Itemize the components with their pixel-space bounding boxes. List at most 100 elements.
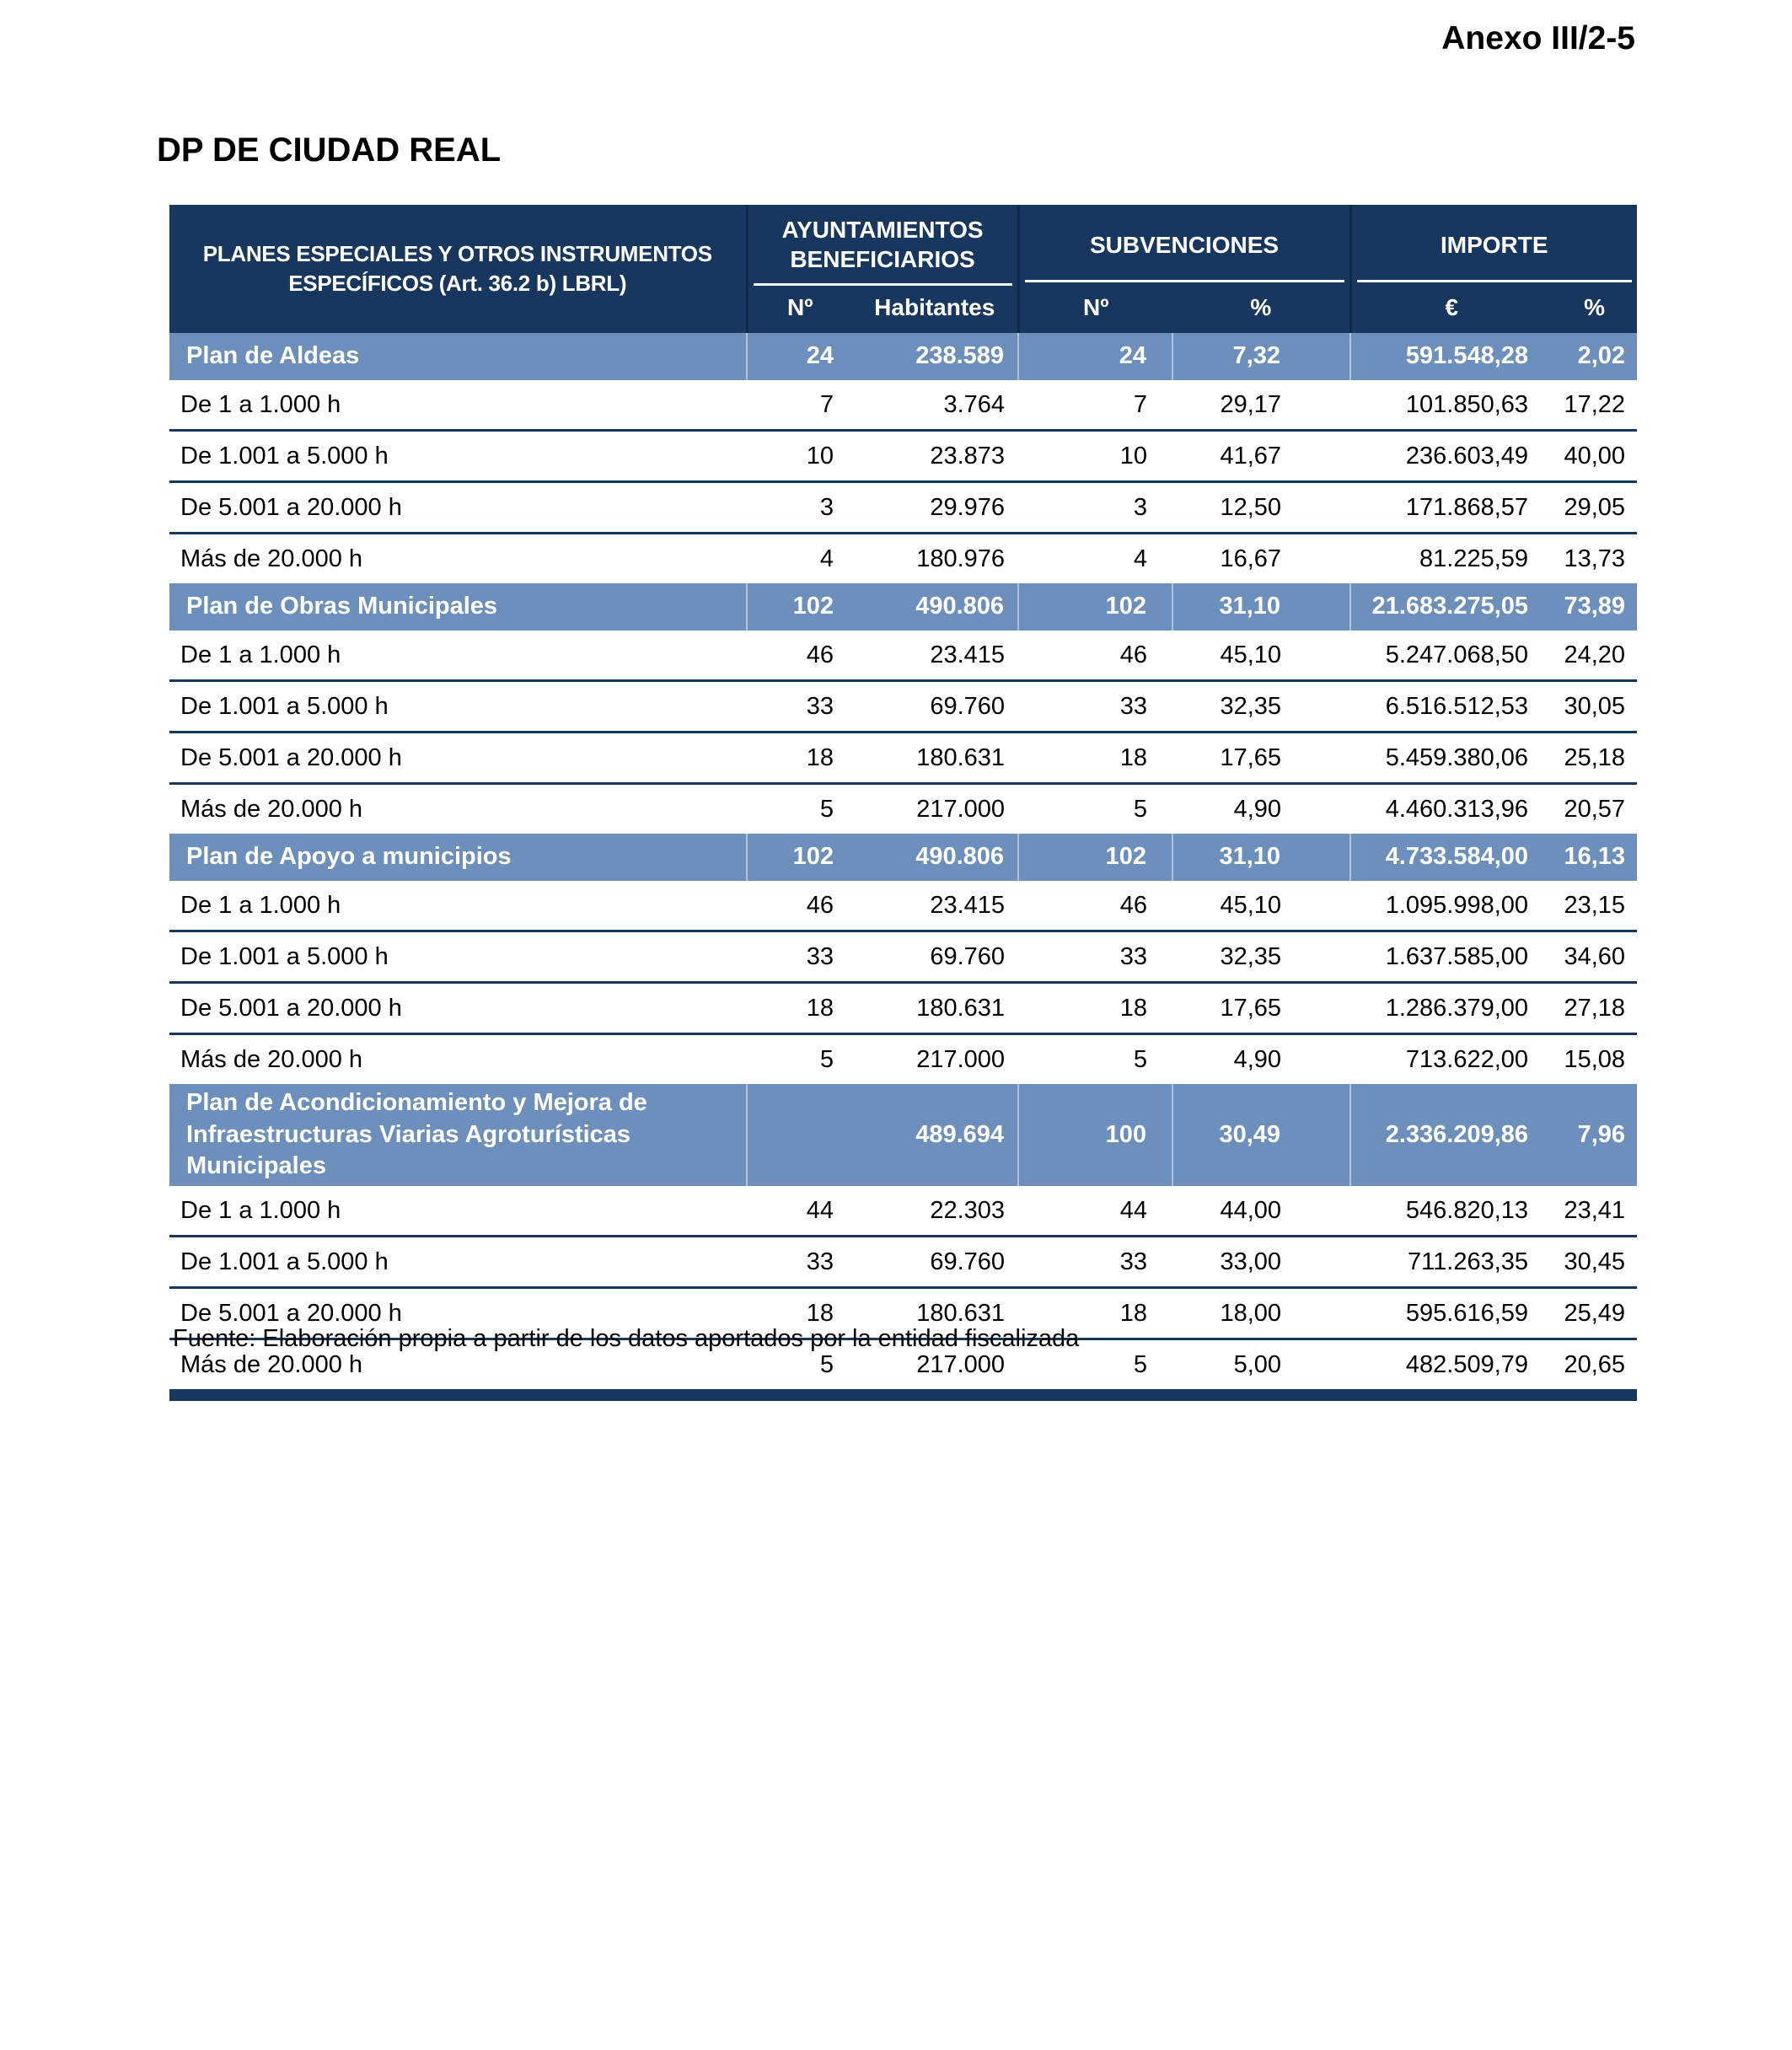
cell-num-ayuntamientos: 102 xyxy=(746,834,852,881)
page-title: DP DE CIUDAD REAL xyxy=(157,131,502,169)
row-label: Más de 20.000 h xyxy=(169,1033,747,1084)
cell-habitantes: 69.760 xyxy=(852,930,1019,983)
row-label: De 5.001 a 20.000 h xyxy=(169,480,747,534)
row-label: De 1 a 1.000 h xyxy=(169,631,747,681)
cell-importe-eur: 5.247.068,50 xyxy=(1350,631,1553,681)
cell-num-subvenciones: 44 xyxy=(1018,1186,1173,1237)
cell-num-subvenciones: 5 xyxy=(1018,1338,1173,1402)
row-label: De 1.001 a 5.000 h xyxy=(169,429,747,482)
cell-num-ayuntamientos: 7 xyxy=(747,380,852,431)
cell-importe-eur: 5.459.380,06 xyxy=(1350,731,1553,784)
cell-pct-importe: 20,57 xyxy=(1552,782,1638,834)
table-row: De 1.001 a 5.000 h 33 69.760 33 32,35 6.516.5… xyxy=(169,679,1638,733)
cell-habitantes: 217.000 xyxy=(852,782,1019,834)
cell-pct-subvenciones: 45,10 xyxy=(1172,631,1351,681)
cell-importe-eur: 2.336.209,86 xyxy=(1349,1084,1553,1187)
column-header-euro-importe: € xyxy=(1349,286,1553,333)
cell-num-subvenciones: 24 xyxy=(1017,333,1173,380)
cell-importe-eur: 595.616,59 xyxy=(1350,1286,1553,1339)
cell-habitantes: 23.873 xyxy=(852,429,1019,482)
cell-num-subvenciones: 33 xyxy=(1018,930,1173,983)
cell-pct-subvenciones: 31,10 xyxy=(1172,834,1351,881)
cell-pct-importe: 34,60 xyxy=(1552,930,1638,983)
cell-num-ayuntamientos: 5 xyxy=(747,1338,852,1402)
row-label: De 1.001 a 5.000 h xyxy=(169,679,747,733)
table-row: De 5.001 a 20.000 h 18 180.631 18 17,65 1.286… xyxy=(169,981,1638,1034)
group-header-subvenciones: SUBVENCIONES xyxy=(1017,205,1351,286)
column-header-num-ayuntamientos: Nº xyxy=(745,286,852,333)
cell-num-ayuntamientos: 33 xyxy=(747,930,852,983)
cell-num-subvenciones: 33 xyxy=(1018,679,1173,733)
cell-pct-subvenciones: 31,10 xyxy=(1172,583,1351,631)
cell-importe-eur: 1.286.379,00 xyxy=(1350,981,1553,1034)
cell-habitantes: 23.415 xyxy=(852,631,1019,681)
table-row: De 5.001 a 20.000 h 18 180.631 18 17,65 5.459… xyxy=(169,731,1638,784)
cell-pct-importe: 23,41 xyxy=(1552,1186,1638,1237)
cell-habitantes: 180.976 xyxy=(852,532,1019,583)
cell-importe-eur: 171.868,57 xyxy=(1350,480,1553,534)
cell-num-subvenciones: 102 xyxy=(1017,834,1173,881)
cell-num-ayuntamientos: 33 xyxy=(747,1235,852,1288)
cell-pct-importe: 23,15 xyxy=(1552,881,1638,931)
cell-importe-eur: 1.637.585,00 xyxy=(1350,930,1553,983)
cell-num-ayuntamientos: 5 xyxy=(747,1033,852,1084)
cell-importe-eur: 1.095.998,00 xyxy=(1350,881,1553,931)
cell-num-ayuntamientos: 10 xyxy=(747,429,852,482)
cell-num-ayuntamientos: 3 xyxy=(747,480,852,534)
row-label: Más de 20.000 h xyxy=(169,1338,747,1402)
cell-pct-importe: 16,13 xyxy=(1552,834,1638,881)
cell-pct-subvenciones: 33,00 xyxy=(1172,1235,1351,1288)
column-header-pct-subvenciones: % xyxy=(1172,286,1351,333)
cell-num-subvenciones: 46 xyxy=(1018,631,1173,681)
cell-pct-subvenciones: 12,50 xyxy=(1172,480,1351,534)
cell-pct-subvenciones: 30,49 xyxy=(1172,1084,1351,1187)
row-label: Plan de Obras Municipales xyxy=(169,583,747,631)
cell-pct-importe: 25,49 xyxy=(1552,1286,1638,1339)
cell-importe-eur: 4.733.584,00 xyxy=(1349,834,1553,881)
cell-habitantes: 217.000 xyxy=(852,1033,1019,1084)
cell-num-ayuntamientos: 18 xyxy=(747,731,852,784)
cell-pct-subvenciones: 29,17 xyxy=(1172,380,1351,431)
cell-pct-importe: 24,20 xyxy=(1552,631,1638,681)
cell-habitantes: 490.806 xyxy=(852,583,1019,631)
cell-num-subvenciones: 46 xyxy=(1018,881,1173,931)
cell-habitantes: 217.000 xyxy=(852,1338,1019,1402)
cell-importe-eur: 4.460.313,96 xyxy=(1350,782,1553,834)
cell-pct-subvenciones: 45,10 xyxy=(1172,881,1351,931)
section-row: Plan de Apoyo a municipios 102 490.806 102 3… xyxy=(169,834,1638,881)
cell-importe-eur: 591.548,28 xyxy=(1349,333,1553,380)
cell-pct-importe: 20,65 xyxy=(1552,1338,1638,1402)
cell-pct-importe: 73,89 xyxy=(1552,583,1638,631)
cell-habitantes: 29.976 xyxy=(852,480,1019,534)
cell-importe-eur: 101.850,63 xyxy=(1350,380,1553,431)
cell-num-ayuntamientos: 102 xyxy=(746,583,852,631)
cell-pct-importe: 7,96 xyxy=(1552,1084,1638,1187)
table-row: De 1 a 1.000 h 7 3.764 7 29,17 101.850,63 17,2… xyxy=(169,380,1638,431)
row-label: Plan de Acondicionamiento y Mejora de In… xyxy=(169,1084,747,1187)
cell-pct-subvenciones: 44,00 xyxy=(1172,1186,1351,1237)
cell-num-ayuntamientos: 24 xyxy=(746,333,852,380)
cell-pct-subvenciones: 32,35 xyxy=(1172,930,1351,983)
cell-habitantes: 180.631 xyxy=(852,1286,1019,1339)
cell-pct-importe: 40,00 xyxy=(1552,429,1638,482)
table-row: Más de 20.000 h 5 217.000 5 4,90 4.460.313,96… xyxy=(169,782,1638,834)
cell-habitantes: 23.415 xyxy=(852,881,1019,931)
table-header: PLANES ESPECIALES Y OTROS INSTRUMENTOS E… xyxy=(169,205,1638,333)
group-header-label: IMPORTE xyxy=(1356,208,1633,282)
table-row: De 5.001 a 20.000 h 18 180.631 18 18,00 595.6… xyxy=(169,1286,1638,1339)
column-header-num-subvenciones: Nº xyxy=(1017,286,1173,333)
source-note: Fuente: Elaboración propia a partir de l… xyxy=(173,1325,1080,1352)
column-header-pct-importe: % xyxy=(1552,286,1638,333)
cell-num-subvenciones: 5 xyxy=(1018,782,1173,834)
cell-num-ayuntamientos: 33 xyxy=(747,679,852,733)
section-row: Plan de Aldeas 24 238.589 24 7,32 591.548,28 2… xyxy=(169,333,1638,380)
table-row: De 1.001 a 5.000 h 33 69.760 33 32,35 1.637.5… xyxy=(169,930,1638,983)
cell-pct-importe: 17,22 xyxy=(1552,380,1638,431)
cell-pct-importe: 25,18 xyxy=(1552,731,1638,784)
cell-num-ayuntamientos xyxy=(746,1084,852,1187)
cell-pct-importe: 15,08 xyxy=(1552,1033,1638,1084)
table-row: De 1.001 a 5.000 h 33 69.760 33 33,00 711.263… xyxy=(169,1235,1638,1288)
cell-num-subvenciones: 18 xyxy=(1018,731,1173,784)
cell-pct-subvenciones: 41,67 xyxy=(1172,429,1351,482)
